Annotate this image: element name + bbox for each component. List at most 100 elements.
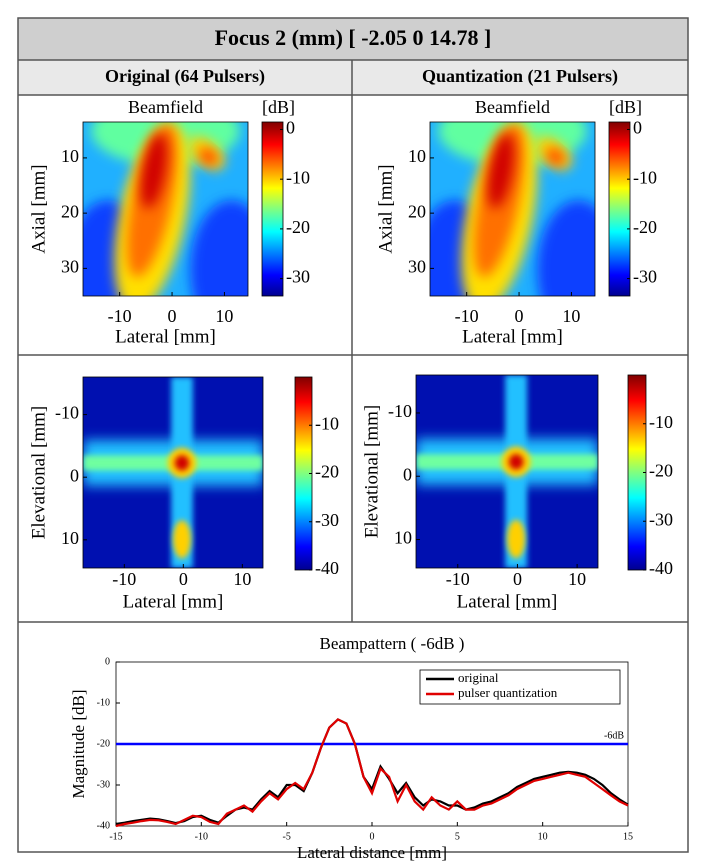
heat-blob (190, 200, 248, 296)
plot-frame (415, 374, 599, 569)
heat-blob (487, 132, 515, 209)
colorbar-tick-label: 0 (286, 118, 295, 138)
plot-title: Beampattern ( -6dB ) (320, 634, 465, 653)
x-tick-label: 10 (538, 831, 548, 842)
colorbar-tick-label: -30 (649, 509, 673, 529)
legend-box (419, 669, 621, 705)
heatmap-image (416, 375, 598, 568)
x-axis-label: Lateral [mm] (462, 326, 563, 347)
colorbar-label: [dB] (262, 97, 295, 117)
colorbar-tick-label: -10 (315, 413, 339, 433)
x-axis-label: Lateral [mm] (123, 591, 224, 612)
x-tick-label: -10 (455, 306, 479, 326)
y-axis-label: Axial [mm] (28, 164, 49, 253)
x-tick-label: 0 (515, 306, 524, 326)
x-axis-label: Lateral [mm] (115, 326, 216, 347)
series-line (115, 718, 629, 826)
series-line (115, 718, 629, 828)
legend-label: original (458, 670, 499, 685)
colorbar (608, 121, 631, 297)
y-axis-label: Elevational [mm] (361, 405, 382, 538)
colorbar-tick-label: -20 (649, 461, 673, 481)
heatmap-image (430, 122, 595, 296)
plot-frame (429, 121, 596, 297)
heatmap-image (83, 122, 248, 296)
heatmap-image (83, 377, 263, 568)
column-header-bg (18, 60, 688, 95)
colorbar-tick-label: 0 (633, 118, 642, 138)
column-title: Original (64 Pulsers) (105, 66, 265, 87)
colorbar-label: [dB] (609, 97, 642, 117)
y-axis-label: Magnitude [dB] (69, 689, 88, 798)
plot-title: Beamfield (475, 97, 550, 117)
y-tick-label: 20 (61, 201, 79, 221)
x-tick-label: 5 (455, 831, 460, 842)
x-tick-label: -5 (282, 831, 290, 842)
heat-blob (546, 148, 565, 166)
x-tick-label: 10 (568, 569, 586, 589)
x-tick-label: 10 (215, 306, 233, 326)
y-tick-label: -40 (97, 820, 110, 831)
heat-blob (508, 454, 524, 470)
heat-blob (537, 200, 595, 296)
x-axis-label: Lateral [mm] (457, 591, 558, 612)
y-tick-label: 10 (61, 146, 79, 166)
header-bg (18, 18, 688, 60)
y-tick-label: -10 (97, 697, 110, 708)
y-tick-label: 0 (70, 465, 79, 485)
y-tick-label: 30 (408, 257, 426, 277)
y-axis-label: Axial [mm] (375, 164, 396, 253)
y-tick-label: 10 (61, 528, 79, 548)
threshold-label: -6dB (604, 730, 624, 741)
y-tick-label: -10 (55, 403, 79, 423)
heat-blob (199, 148, 218, 166)
y-tick-label: 20 (408, 201, 426, 221)
x-tick-label: -15 (109, 831, 122, 842)
column-title: Quantization (21 Pulsers) (422, 66, 618, 87)
y-tick-label: 0 (105, 656, 110, 667)
x-tick-label: -10 (195, 831, 208, 842)
y-tick-label: 0 (403, 464, 412, 484)
y-tick-label: 10 (408, 146, 426, 166)
colorbar-tick-label: -10 (286, 167, 310, 187)
colorbar-tick-label: -20 (633, 217, 657, 237)
heat-blob (506, 519, 526, 559)
y-axis-label: Elevational [mm] (28, 406, 49, 539)
colorbar-tick-label: -10 (649, 412, 673, 432)
colorbar-tick-label: -40 (315, 558, 339, 578)
plot-frame (82, 121, 249, 297)
y-tick-label: 10 (394, 528, 412, 548)
colorbar-tick-label: -40 (649, 558, 673, 578)
x-tick-label: -10 (112, 569, 136, 589)
x-tick-label: -10 (446, 569, 470, 589)
colorbar-tick-label: -10 (633, 167, 657, 187)
table-grid (17, 17, 689, 853)
colorbar-tick-label: -30 (633, 267, 657, 287)
x-tick-label: 0 (513, 569, 522, 589)
x-axis-label: Lateral distance [mm] (297, 843, 447, 862)
legend-label: pulser quantization (458, 685, 558, 700)
heat-blob (173, 520, 191, 559)
header-title: Focus 2 (mm) [ -2.05 0 14.78 ] (215, 25, 492, 50)
x-tick-label: 15 (623, 831, 633, 842)
y-tick-label: 30 (61, 257, 79, 277)
x-tick-label: 10 (562, 306, 580, 326)
x-tick-label: -10 (108, 306, 132, 326)
colorbar-tick-label: -20 (286, 217, 310, 237)
y-tick-label: -20 (97, 738, 110, 749)
plot-title: Beamfield (128, 97, 203, 117)
x-tick-label: 10 (233, 569, 251, 589)
y-tick-label: -10 (388, 401, 412, 421)
x-tick-label: 0 (168, 306, 177, 326)
heat-blob (140, 132, 168, 209)
colorbar (261, 121, 284, 297)
heat-blob (174, 455, 190, 471)
x-tick-label: 0 (179, 569, 188, 589)
colorbar-tick-label: -30 (315, 510, 339, 530)
colorbar-tick-label: -20 (315, 462, 339, 482)
y-tick-label: -30 (97, 779, 110, 790)
plot-frame (82, 376, 264, 569)
colorbar-tick-label: -30 (286, 267, 310, 287)
